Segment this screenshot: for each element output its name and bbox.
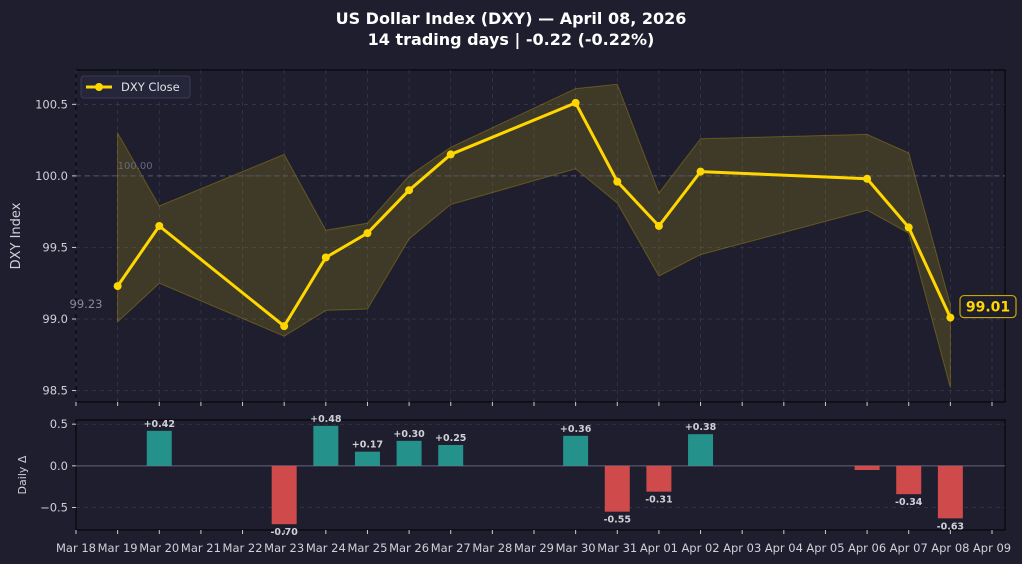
delta-plot-area	[75, 419, 1006, 531]
close-point	[321, 253, 330, 262]
price-plot-area	[75, 69, 1006, 403]
high-low-band	[117, 83, 951, 388]
delta-bar	[854, 465, 880, 470]
close-point	[446, 150, 455, 159]
y-axis-label: DXY Index	[9, 202, 24, 269]
delta-bar-label: -0.31	[645, 495, 672, 506]
x-tick-label: Apr 06	[848, 541, 886, 555]
y-tick-label: 98.5	[42, 384, 68, 398]
x-tick-label: Apr 09	[973, 541, 1011, 555]
delta-bar	[563, 435, 589, 466]
y-tick-label: 100.0	[35, 169, 68, 183]
close-point	[155, 221, 164, 230]
x-tick-label: Mar 21	[181, 541, 221, 555]
x-tick-label: Apr 07	[890, 541, 928, 555]
close-point	[571, 98, 580, 107]
delta-bar-label: -0.55	[604, 515, 631, 526]
x-tick-label: Apr 08	[931, 541, 969, 555]
y-tick-label: 99.5	[42, 240, 68, 254]
delta-bar-label: +0.42	[144, 419, 175, 430]
x-tick-label: Mar 30	[556, 541, 596, 555]
delta-bar	[896, 465, 922, 495]
legend-label: DXY Close	[121, 80, 180, 94]
reference-label: 100.00	[118, 161, 153, 172]
x-tick-label: Mar 23	[264, 541, 304, 555]
delta-bar-label: +0.36	[560, 424, 592, 435]
end-value-box	[959, 294, 1017, 319]
delta-bar-label: -0.34	[895, 497, 923, 508]
delta-bar	[354, 451, 380, 466]
x-tick-label: Mar 18	[56, 541, 96, 555]
x-tick-label: Mar 27	[431, 541, 471, 555]
close-point	[113, 282, 122, 291]
delta-bar-label: +0.25	[435, 433, 466, 444]
x-tick-label: Mar 29	[514, 541, 554, 555]
x-tick-label: Mar 25	[347, 541, 387, 555]
close-point	[863, 174, 872, 183]
delta-bar	[646, 465, 672, 492]
x-tick-label: Mar 22	[223, 541, 263, 555]
legend-marker-icon	[95, 83, 103, 91]
delta-bar	[271, 465, 297, 525]
delta-bar-label: +0.17	[352, 440, 383, 451]
delta-bar-label: +0.38	[685, 422, 717, 433]
delta-bar	[604, 465, 630, 512]
x-tick-label: Mar 28	[472, 541, 512, 555]
x-tick-label: Mar 19	[98, 541, 138, 555]
x-tick-label: Apr 02	[681, 541, 719, 555]
x-tick-label: Apr 03	[723, 541, 761, 555]
x-tick-label: Mar 26	[389, 541, 429, 555]
x-tick-label: Mar 20	[139, 541, 179, 555]
y-tick-label: −0.5	[40, 501, 68, 515]
y-tick-label: 0.0	[50, 459, 68, 473]
x-tick-label: Mar 31	[597, 541, 637, 555]
y-tick-label: 100.5	[35, 97, 68, 111]
delta-bar	[937, 465, 963, 519]
close-point	[613, 177, 622, 186]
close-point	[696, 167, 705, 176]
y-tick-label: 0.5	[50, 417, 68, 431]
close-point	[946, 313, 955, 322]
delta-bar-label: +0.30	[393, 429, 425, 440]
delta-bar-label: -0.63	[937, 521, 964, 532]
delta-bar	[146, 430, 172, 466]
close-point	[280, 322, 289, 331]
x-tick-label: Apr 05	[806, 541, 844, 555]
close-point	[405, 186, 414, 195]
y-tick-label: 99.0	[42, 312, 68, 326]
x-tick-label: Mar 24	[306, 541, 346, 555]
x-tick-label: Apr 04	[765, 541, 803, 555]
start-value-label: 99.23	[70, 297, 103, 311]
close-point	[904, 223, 913, 232]
chart-subtitle: 14 trading days | -0.22 (-0.22%)	[367, 30, 655, 49]
y-axis-label: Daily Δ	[16, 455, 29, 494]
close-point	[363, 229, 372, 238]
delta-bar	[313, 425, 339, 466]
delta-bar	[688, 434, 714, 466]
close-line	[116, 101, 952, 328]
chart-title: US Dollar Index (DXY) — April 08, 2026	[335, 9, 687, 28]
x-tick-label: Apr 01	[640, 541, 678, 555]
end-value-label: 99.01	[966, 300, 1010, 316]
delta-bar-label: +0.48	[310, 414, 342, 425]
delta-bar-label: -0.70	[270, 527, 298, 538]
close-point	[654, 221, 663, 230]
delta-bar	[396, 440, 422, 466]
delta-bar	[438, 445, 464, 466]
legend-box	[80, 75, 191, 99]
